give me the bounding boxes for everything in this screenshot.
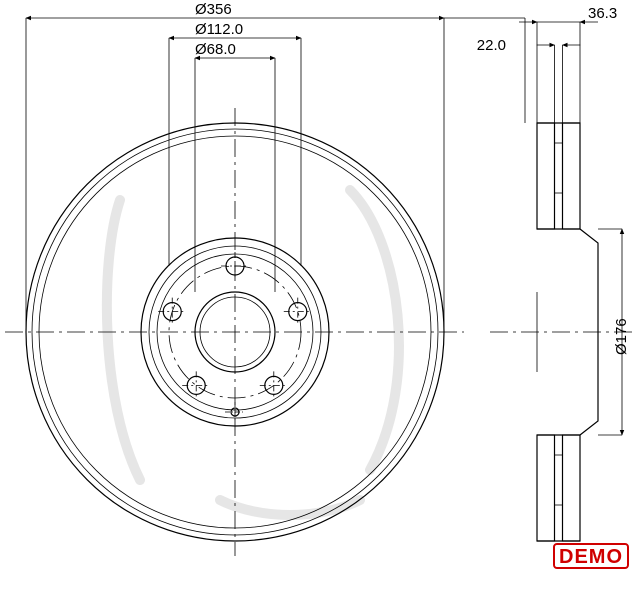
dimension-label: 36.3: [588, 5, 617, 22]
dimension-label: Ø356: [195, 1, 232, 18]
dimension-label: 22.0: [477, 37, 506, 54]
dimension-label: Ø68.0: [195, 41, 236, 58]
side-view: [490, 123, 632, 541]
svg-text:DEMO: DEMO: [559, 546, 623, 568]
watermark: [107, 190, 399, 515]
dimension-label: Ø112.0: [195, 21, 243, 38]
demo-stamp: DEMO: [554, 544, 628, 568]
dimension-label: Ø176: [613, 318, 630, 355]
